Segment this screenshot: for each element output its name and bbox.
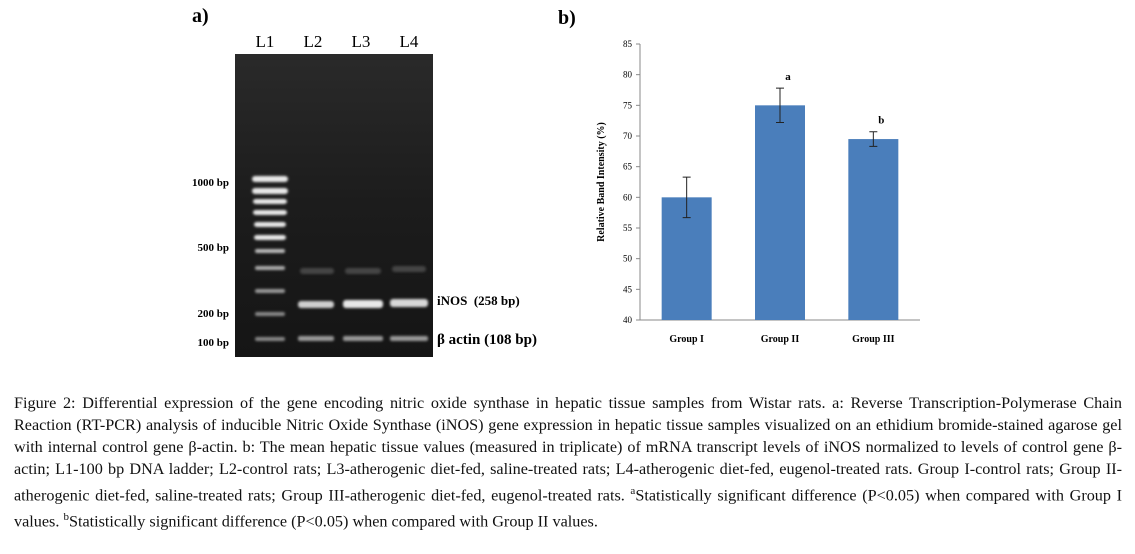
y-axis-label: Relative Band Intensity (%)	[596, 122, 607, 242]
y-tick-label: 85	[623, 39, 633, 49]
y-tick-label: 60	[623, 192, 633, 202]
ladder-label: 200 bp	[198, 308, 230, 320]
caption-text: Statistically significant difference (P<…	[14, 486, 1123, 531]
lane-label: L2	[304, 32, 323, 51]
lane-label: L3	[352, 32, 371, 51]
gel-bands	[252, 176, 428, 341]
caption-text: Statistically significant difference (P<…	[68, 512, 598, 531]
annotation: b	[878, 115, 884, 127]
y-tick-label: 80	[623, 70, 633, 80]
error-bar	[682, 176, 691, 219]
y-tick-label: 50	[623, 254, 633, 264]
error-bar	[776, 87, 784, 124]
ladder-label: 500 bp	[198, 242, 230, 254]
y-tick-label: 55	[623, 223, 633, 233]
x-tick-label: Group I	[669, 334, 704, 345]
bar	[755, 105, 805, 320]
y-tick-label: 65	[623, 162, 633, 172]
error-bar	[869, 131, 878, 147]
x-tick-label: Group III	[852, 334, 894, 345]
gel-header	[235, 30, 433, 54]
caption-superscript: b	[63, 511, 69, 524]
y-tick-label: 70	[623, 131, 633, 141]
y-tick-label: 75	[623, 100, 633, 110]
y-tick-label: 40	[623, 315, 633, 325]
x-tick-label: Group II	[761, 334, 800, 345]
bar	[848, 139, 899, 320]
band-label: β actin (108 bp)	[437, 332, 537, 348]
lane-label: L1	[256, 32, 275, 51]
panel-label: a)	[192, 5, 209, 27]
ladder-label: 100 bp	[198, 337, 230, 349]
ladder-label: 1000 bp	[192, 177, 229, 189]
figure-caption: Figure 2: Differential expression of the…	[14, 392, 1122, 533]
gel-image	[235, 52, 433, 357]
caption-superscript: a	[630, 485, 636, 497]
y-tick-label: 45	[623, 284, 633, 294]
caption-text: Figure 2: Differential expression of the…	[14, 394, 1122, 505]
figure-panels: a) b) L1 L2 L3 L4 1000 bp 500 bp 200 bp 100 bp i…	[192, 5, 920, 357]
lane-label: L4	[400, 32, 419, 51]
annotation: a	[785, 71, 791, 83]
band-label: iNOS (258 bp)	[437, 293, 520, 308]
panel-label: b)	[558, 7, 576, 29]
